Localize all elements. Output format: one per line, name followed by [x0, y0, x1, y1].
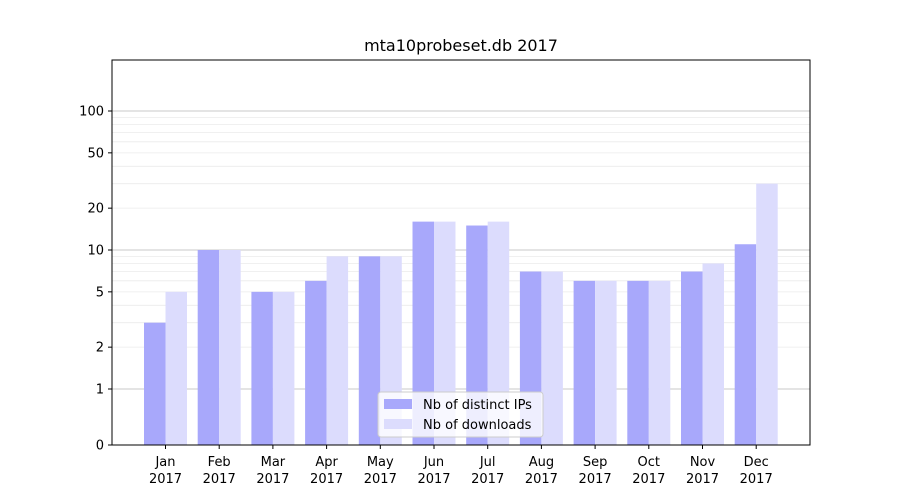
- bar-distinct-ips-dec: [734, 244, 757, 445]
- bar-downloads-jan: [165, 291, 187, 445]
- x-tick-label-year: 2017: [525, 472, 558, 487]
- x-tick-label-year: 2017: [579, 472, 612, 487]
- x-tick-label-month: Apr: [315, 455, 338, 470]
- bar-downloads-jun: [434, 221, 456, 445]
- y-tick-label: 1: [96, 383, 104, 398]
- bar-distinct-ips-nov: [681, 271, 703, 445]
- bar-distinct-ips-jun: [412, 221, 434, 445]
- x-tick-label-month: Jul: [479, 455, 496, 470]
- y-tick-label: 2: [96, 341, 104, 356]
- bar-downloads-mar: [272, 291, 295, 445]
- y-tick-label: 0: [96, 439, 104, 454]
- legend-label: Nb of downloads: [423, 418, 532, 433]
- x-tick-label-year: 2017: [471, 472, 504, 487]
- bar-distinct-ips-jul: [466, 225, 488, 445]
- legend-label: Nb of distinct IPs: [423, 398, 532, 413]
- legend-swatch: [384, 419, 412, 429]
- x-tick-label-month: Sep: [583, 455, 608, 470]
- legend-swatch: [384, 399, 412, 409]
- x-tick-label-month: Aug: [529, 455, 554, 470]
- x-tick-label-year: 2017: [149, 472, 182, 487]
- bar-downloads-oct: [648, 280, 671, 445]
- x-tick-label-month: Jan: [154, 455, 175, 470]
- axis-layer: 0 1 2 5 10 20 50 100 Jan 2017 Feb 2017 Mar 2017 Apr 201…: [79, 59, 811, 487]
- bar-distinct-ips-apr: [305, 280, 327, 445]
- bar-downloads-sep: [595, 280, 617, 445]
- bar-downloads-aug: [541, 271, 563, 445]
- legend-box: [377, 391, 544, 438]
- x-tick-label-month: Mar: [261, 455, 286, 470]
- x-tick-label-year: 2017: [632, 472, 665, 487]
- y-tick-label: 20: [87, 202, 104, 217]
- x-tick-label-year: 2017: [686, 472, 719, 487]
- bar-downloads-dec: [756, 183, 778, 445]
- x-tick-label-year: 2017: [417, 472, 450, 487]
- x-tick-label-month: Oct: [638, 455, 660, 470]
- x-tick-label-month: Jun: [423, 455, 444, 470]
- bar-downloads-nov: [702, 263, 724, 445]
- y-tick-label: 5: [96, 285, 104, 300]
- bar-downloads-jul: [487, 221, 510, 445]
- x-tick-label-year: 2017: [310, 472, 343, 487]
- bar-layer: [144, 183, 778, 445]
- x-tick-label-month: Feb: [208, 455, 231, 470]
- bar-downloads-apr: [326, 256, 349, 445]
- bar-downloads-feb: [219, 250, 241, 445]
- bar-distinct-ips-oct: [627, 280, 649, 445]
- bar-distinct-ips-feb: [197, 250, 220, 445]
- x-tick-label-month: Dec: [744, 455, 769, 470]
- x-tick-label-month: Nov: [690, 455, 716, 470]
- plot-frame: [111, 59, 811, 446]
- x-tick-label-year: 2017: [740, 472, 773, 487]
- bar-distinct-ips-sep: [573, 280, 596, 445]
- bar-distinct-ips-mar: [251, 291, 273, 445]
- x-tick-label-month: May: [367, 455, 394, 470]
- x-tick-label-year: 2017: [256, 472, 289, 487]
- x-tick-label-year: 2017: [203, 472, 236, 487]
- y-tick-label: 100: [79, 105, 104, 120]
- x-tick-label-year: 2017: [364, 472, 397, 487]
- chart-title: mta10probeset.db 2017: [364, 36, 558, 55]
- legend: Nb of distinct IPs Nb of downloads: [377, 391, 544, 438]
- y-tick-label: 10: [87, 244, 104, 259]
- bar-distinct-ips-may: [358, 256, 381, 445]
- y-tick-label: 50: [87, 146, 104, 161]
- bar-distinct-ips-jan: [144, 322, 166, 445]
